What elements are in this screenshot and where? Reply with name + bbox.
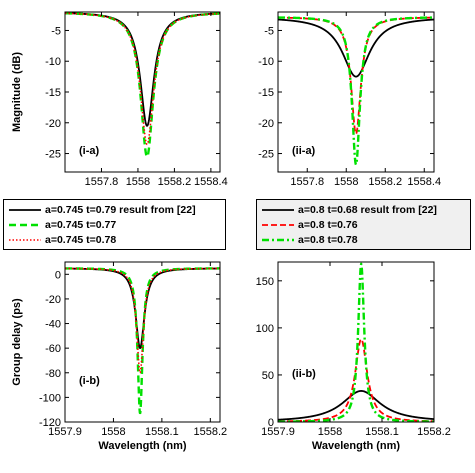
- legend-label: a=0.745 t=0.79 result from [22]: [45, 204, 196, 216]
- legend-swatch: [9, 223, 41, 227]
- series-line-2: [278, 16, 434, 135]
- x-tick-label: 1557.9: [261, 426, 295, 438]
- panel-label: (ii-a): [292, 145, 316, 157]
- plot-frame: [277, 261, 435, 423]
- legend-entry: a=0.745 t=0.77: [8, 218, 116, 232]
- series-line-3: [65, 267, 220, 374]
- y-axis-label: Magnitude (dB): [11, 52, 23, 132]
- panel-i-b: 1557.9 1558 1558.1 1558.2 0 -20 -40 -60 -80 -100 -…: [11, 261, 227, 452]
- x-tick-label: 1558: [334, 176, 358, 188]
- y-tick-label: -5: [51, 25, 61, 37]
- series-line-3: [65, 12, 220, 146]
- y-tick-label: 0: [268, 417, 274, 429]
- y-tick-label: -120: [39, 417, 61, 429]
- x-axis-label: Wavelength (nm): [312, 440, 401, 452]
- y-tick-label: -15: [45, 87, 61, 99]
- x-tick-label: 1558: [318, 426, 342, 438]
- x-tick-label: 1558: [101, 426, 125, 438]
- panel-label: (i-b): [79, 375, 100, 387]
- plot-frame: [64, 261, 221, 423]
- legend-entry: a=0.8 t=0.78: [261, 233, 358, 247]
- x-tick-label: 1558: [126, 176, 150, 188]
- y-tick-label: 50: [262, 370, 274, 382]
- x-tick-label: 1558.2: [193, 426, 227, 438]
- series-line-2: [65, 12, 220, 158]
- legend-swatch: [262, 209, 294, 211]
- legend-swatch: [9, 239, 41, 241]
- y-tick-label: -15: [258, 87, 274, 99]
- y-tick-label: -100: [39, 392, 61, 404]
- series-group: [65, 267, 220, 415]
- x-tick-label: 1558.2: [368, 176, 402, 188]
- x-tick-label: 1558.1: [365, 426, 399, 438]
- y-axis-label: Group delay (ps): [11, 298, 23, 386]
- series-line-3: [278, 262, 434, 422]
- y-tick-label: 150: [256, 276, 274, 288]
- y-tick-label: -20: [258, 118, 274, 130]
- y-tick-label: -5: [264, 25, 274, 37]
- legend-swatch: [9, 209, 41, 211]
- legend-entry: a=0.8 t=0.76: [261, 218, 358, 232]
- series-group: [278, 262, 434, 422]
- legend-entry: a=0.8 t=0.68 result from [22]: [261, 203, 437, 217]
- y-tick-label: 100: [256, 323, 274, 335]
- legend-label: a=0.8 t=0.76: [298, 219, 358, 231]
- legend-entry: a=0.745 t=0.79 result from [22]: [8, 203, 196, 217]
- legend-label: a=0.8 t=0.78: [298, 234, 358, 246]
- series-group: [278, 16, 434, 166]
- y-tick-label: -60: [45, 343, 61, 355]
- panel-ii-a: 1557.8 1558 1558.2 1558.4 -5 -10 -15 -20 -25 (ii-…: [258, 11, 441, 188]
- y-tick-label: -10: [45, 56, 61, 68]
- series-line-1: [278, 18, 434, 78]
- legend-label: a=0.745 t=0.78: [45, 234, 117, 246]
- x-tick-label: 1557.8: [85, 176, 119, 188]
- legend-label: a=0.8 t=0.68 result from [22]: [298, 204, 437, 216]
- y-tick-label: 0: [55, 269, 61, 281]
- legend-swatch: [262, 238, 294, 242]
- y-tick-label: -10: [258, 56, 274, 68]
- y-tick-label: -20: [45, 118, 61, 130]
- panel-label: (i-a): [79, 145, 100, 157]
- x-tick-label: 1557.9: [48, 426, 82, 438]
- y-tick-label: -40: [45, 319, 61, 331]
- x-tick-label: 1558.4: [407, 176, 441, 188]
- x-tick-label: 1558.2: [158, 176, 192, 188]
- legend-swatch: [262, 224, 294, 226]
- series-line-1: [278, 390, 434, 421]
- legend-i: a=0.745 t=0.79 result from [22] a=0.745 t…: [3, 199, 226, 250]
- y-tick-label: -25: [45, 149, 61, 161]
- series-group: [65, 12, 220, 158]
- legend-ii: a=0.8 t=0.68 result from [22] a=0.8 t=0.7…: [256, 199, 471, 250]
- series-line-2: [278, 338, 434, 422]
- series-line-3: [278, 16, 434, 166]
- legend-entry: a=0.745 t=0.78: [8, 233, 116, 247]
- x-tick-label: 1558.4: [194, 176, 228, 188]
- x-axis-label: Wavelength (nm): [98, 440, 187, 452]
- panel-i-a: 1557.8 1558 1558.2 1558.4 -5 -10 -15 -20 -25 (i-a…: [11, 11, 228, 188]
- legend-label: a=0.745 t=0.77: [45, 219, 117, 231]
- x-tick-label: 1557.8: [290, 176, 324, 188]
- y-tick-label: -80: [45, 368, 61, 380]
- panel-ii-b: 1557.9 1558 1558.1 1558.2 0 50 100 150 (ii-b) Wav…: [256, 261, 451, 452]
- panel-label: (ii-b): [292, 368, 316, 380]
- x-tick-label: 1558.2: [417, 426, 451, 438]
- y-tick-label: -25: [258, 149, 274, 161]
- x-tick-label: 1558.1: [145, 426, 179, 438]
- y-tick-label: -20: [45, 294, 61, 306]
